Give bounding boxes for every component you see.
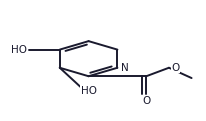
Text: N: N [121, 63, 128, 73]
Text: HO: HO [11, 45, 27, 55]
Text: O: O [142, 96, 150, 106]
Text: O: O [171, 63, 180, 73]
Text: HO: HO [81, 86, 97, 96]
